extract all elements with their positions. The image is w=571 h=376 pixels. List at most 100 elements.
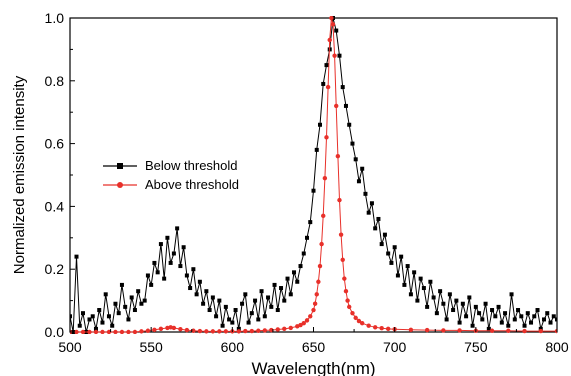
data-point: [171, 325, 177, 331]
data-point: [316, 279, 321, 284]
legend-marker-below-threshold: [117, 163, 123, 169]
data-point: [288, 292, 293, 297]
data-point: [385, 326, 391, 332]
data-point: [334, 28, 339, 33]
data-point: [106, 314, 111, 319]
data-point: [113, 329, 118, 334]
data-point: [340, 85, 345, 90]
data-point: [288, 325, 293, 331]
data-point: [246, 320, 251, 325]
data-point: [525, 311, 530, 316]
data-point: [363, 191, 368, 196]
data-point: [496, 304, 501, 309]
data-point: [126, 329, 131, 334]
data-point: [301, 321, 306, 326]
data-point: [145, 273, 150, 278]
data-point: [181, 245, 186, 250]
data-point: [308, 220, 313, 225]
data-point: [512, 317, 517, 322]
data-point: [275, 327, 280, 332]
data-point: [438, 289, 443, 294]
legend-label-below-threshold: Below threshold: [145, 158, 238, 173]
data-point: [538, 328, 543, 334]
data-point: [162, 276, 167, 281]
data-point: [311, 188, 316, 193]
series-line: [70, 17, 557, 333]
data-point: [178, 326, 183, 332]
data-point: [93, 326, 98, 331]
data-point: [457, 320, 462, 325]
data-point: [136, 289, 141, 294]
data-point: [314, 292, 319, 297]
data-point: [298, 264, 303, 269]
x-tick-label: 650: [302, 339, 326, 355]
data-point: [332, 53, 337, 58]
data-point: [347, 304, 352, 310]
data-point: [249, 311, 254, 316]
x-tick-label: 500: [58, 339, 82, 355]
data-point: [90, 314, 95, 319]
data-point: [312, 301, 318, 306]
data-point: [227, 317, 232, 322]
data-point: [405, 264, 410, 269]
data-point: [535, 308, 540, 313]
data-point: [256, 328, 261, 333]
data-point: [382, 232, 387, 237]
data-point: [522, 323, 527, 328]
data-point: [194, 292, 199, 297]
data-point: [210, 329, 216, 334]
data-point: [464, 314, 469, 319]
data-point: [220, 323, 225, 328]
data-point: [324, 63, 329, 68]
data-point: [506, 323, 511, 328]
data-point: [389, 260, 394, 265]
data-point: [210, 295, 215, 300]
data-point: [324, 135, 329, 140]
series-line: [70, 17, 557, 333]
data-point: [188, 286, 193, 291]
data-point: [421, 286, 426, 291]
data-point: [408, 292, 413, 297]
data-point: [447, 292, 452, 297]
data-point: [233, 308, 238, 313]
data-point: [483, 301, 488, 306]
data-point: [152, 260, 157, 265]
data-point: [201, 301, 206, 306]
data-point: [519, 314, 524, 319]
data-point: [343, 103, 348, 108]
data-point: [311, 307, 316, 313]
data-point: [70, 314, 72, 319]
data-point: [93, 329, 99, 334]
data-point: [325, 84, 331, 90]
x-tick-label: 750: [464, 339, 488, 355]
data-point: [74, 254, 79, 259]
data-point: [152, 327, 157, 333]
data-point: [345, 298, 350, 303]
data-point: [457, 328, 462, 333]
data-point: [392, 245, 397, 250]
data-point: [275, 308, 280, 313]
data-point: [431, 295, 436, 300]
data-point: [132, 308, 137, 313]
data-point: [353, 157, 358, 162]
data-point: [522, 328, 527, 334]
data-point: [262, 328, 267, 333]
data-point: [204, 329, 209, 334]
data-point: [532, 314, 537, 319]
data-point: [259, 289, 264, 294]
data-point: [529, 320, 534, 325]
x-tick-label: 600: [221, 339, 245, 355]
data-point: [402, 282, 407, 287]
data-point: [74, 329, 79, 334]
data-point: [269, 327, 274, 333]
y-tick-label: 0.2: [45, 261, 65, 277]
data-point: [493, 314, 498, 319]
y-tick-label: 0.0: [45, 324, 65, 340]
data-point: [321, 81, 326, 86]
data-point: [256, 317, 261, 322]
legend-label-above-threshold: Above threshold: [145, 177, 239, 192]
data-point: [490, 308, 495, 313]
data-point: [253, 298, 258, 303]
data-point: [369, 201, 374, 206]
